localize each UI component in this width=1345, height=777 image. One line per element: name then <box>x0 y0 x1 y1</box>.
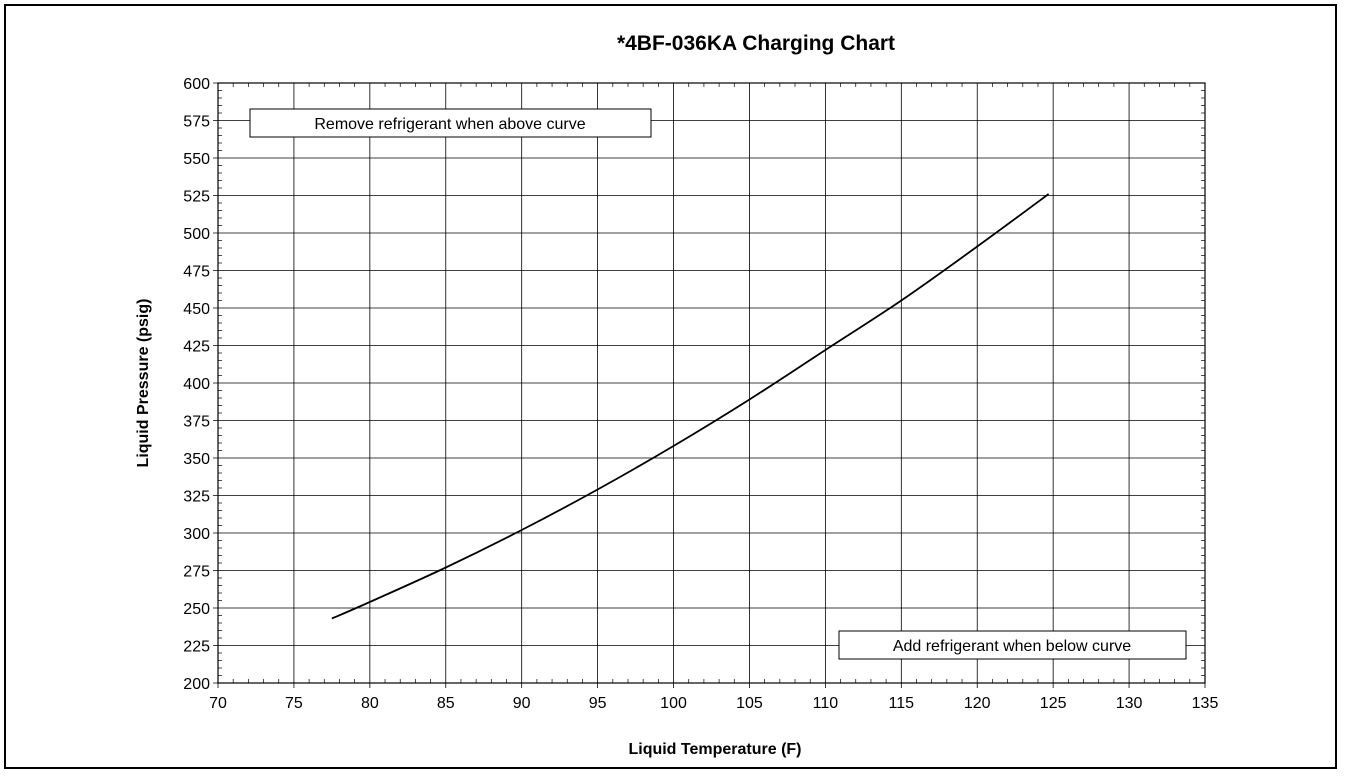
y-tick-label: 450 <box>183 301 210 318</box>
x-tick-labels: 70 75 80 85 90 95 100 105 110 115 120 125 130 135 <box>209 695 1218 712</box>
y-tick-label: 525 <box>183 189 210 206</box>
y-tick-label: 225 <box>183 639 210 656</box>
y-tick-label: 375 <box>183 414 210 431</box>
x-tick-label: 85 <box>437 695 455 712</box>
x-tick-label: 80 <box>361 695 379 712</box>
y-tick-label: 325 <box>183 489 210 506</box>
x-tick-label: 115 <box>889 695 915 712</box>
y-tick-label: 500 <box>183 226 210 243</box>
remove-refrigerant-note-text: Remove refrigerant when above curve <box>314 116 585 133</box>
x-tick-label: 120 <box>964 695 991 712</box>
x-tick-label: 110 <box>813 695 839 712</box>
y-tick-label: 400 <box>183 376 210 393</box>
remove-refrigerant-note: Remove refrigerant when above curve <box>249 108 652 138</box>
y-tick-label: 575 <box>183 114 210 131</box>
x-tick-label: 90 <box>513 695 531 712</box>
plot-area <box>217 82 1206 684</box>
y-axis-title: Liquid Pressure (psig) <box>135 299 152 468</box>
x-tick-label: 95 <box>589 695 607 712</box>
y-tick-label: 475 <box>183 264 210 281</box>
chart-title: *4BF-036KA Charging Chart <box>617 32 895 55</box>
grid-lines <box>213 82 1206 688</box>
minor-ticks <box>218 83 1205 683</box>
x-tick-label: 100 <box>660 695 687 712</box>
y-tick-labels: 200 225 250 275 300 325 350 375 400 425 450 475 500 5… <box>183 76 210 693</box>
x-axis-title: Liquid Temperature (F) <box>628 741 801 758</box>
add-refrigerant-note-text: Add refrigerant when below curve <box>893 638 1131 655</box>
y-tick-label: 200 <box>183 676 210 693</box>
y-tick-label: 250 <box>183 601 210 618</box>
x-tick-label: 130 <box>1116 695 1143 712</box>
remove-refrigerant-note-box <box>249 108 652 138</box>
charging-curve <box>331 193 1050 620</box>
x-tick-label: 105 <box>736 695 763 712</box>
x-tick-label: 125 <box>1040 695 1067 712</box>
add-refrigerant-note-box <box>838 630 1187 660</box>
y-tick-label: 425 <box>183 339 210 356</box>
y-tick-label: 275 <box>183 564 210 581</box>
y-tick-label: 550 <box>183 151 210 168</box>
y-tick-label: 350 <box>183 451 210 468</box>
y-tick-label: 300 <box>183 526 210 543</box>
y-tick-label: 600 <box>183 76 210 93</box>
add-refrigerant-note: Add refrigerant when below curve <box>838 630 1187 660</box>
x-tick-label: 135 <box>1192 695 1219 712</box>
x-tick-label: 70 <box>209 695 227 712</box>
x-tick-label: 75 <box>285 695 303 712</box>
